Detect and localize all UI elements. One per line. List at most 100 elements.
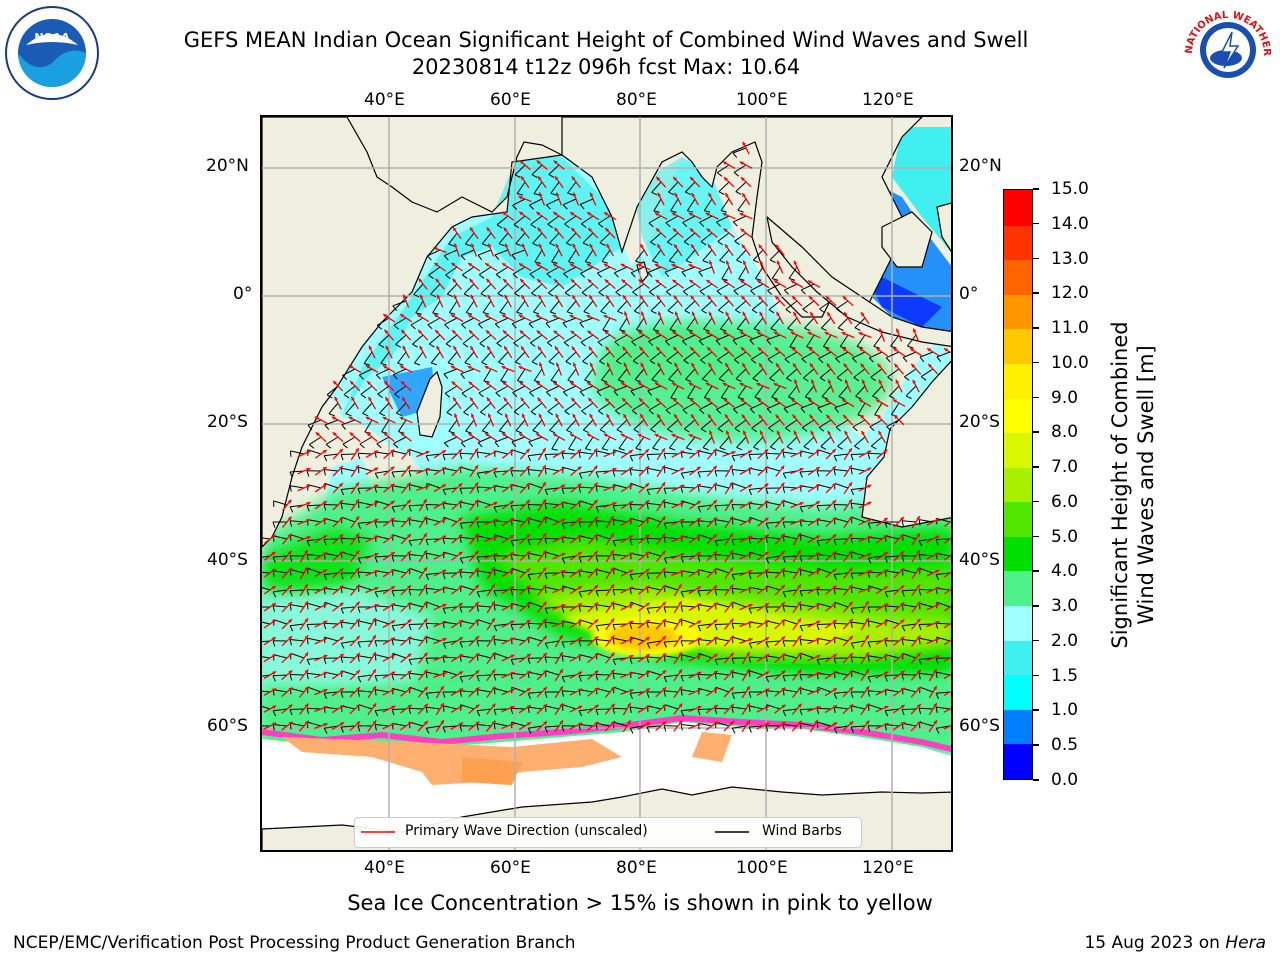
wind-barb — [442, 537, 458, 545]
wind-barb — [262, 555, 271, 558]
wind-barb — [375, 368, 390, 380]
wave-direction-arrow — [569, 636, 583, 646]
wind-barb — [716, 283, 730, 296]
wave-direction-arrow — [486, 583, 496, 597]
bottom-lon-label: 40°E — [364, 858, 405, 878]
wind-barb — [551, 436, 560, 451]
wind-barb — [459, 606, 474, 613]
wave-direction-arrow — [688, 722, 702, 730]
wave-direction-arrow — [689, 466, 701, 476]
wind-barb — [595, 520, 611, 527]
wind-barb — [738, 266, 747, 281]
wave-direction-arrow — [553, 227, 565, 239]
colorbar-tick-label: 15.0 — [1051, 179, 1089, 199]
wave-direction-arrow — [571, 294, 581, 308]
wind-barb — [476, 708, 492, 717]
wave-direction-arrow — [723, 669, 735, 681]
wave-direction-arrow — [367, 720, 377, 732]
wave-direction-arrow — [298, 720, 310, 732]
wind-barb — [513, 402, 526, 416]
wave-direction-arrow — [878, 379, 886, 393]
wind-barb — [867, 690, 883, 697]
wind-barb — [408, 589, 424, 596]
map-legend: Primary Wave Direction (unscaled) Wind B… — [354, 817, 862, 848]
colorbar-segment — [1004, 328, 1032, 364]
wave-direction-arrow — [824, 331, 838, 339]
wind-barb — [719, 436, 730, 451]
wave-direction-arrow — [842, 601, 854, 613]
wave-direction-arrow — [756, 602, 770, 612]
wave-direction-arrow — [486, 686, 496, 698]
wave-direction-arrow — [538, 413, 546, 427]
wave-direction-arrow — [910, 652, 922, 664]
wave-direction-arrow — [825, 568, 837, 578]
wave-direction-arrow — [350, 584, 360, 596]
wave-direction-arrow — [299, 652, 309, 664]
wind-barb — [481, 232, 492, 247]
wave-direction-arrow — [383, 432, 395, 442]
wave-direction-arrow — [537, 481, 547, 495]
wave-direction-arrow — [520, 227, 530, 239]
wind-barb — [460, 368, 475, 379]
wind-barb — [630, 266, 645, 278]
wind-barb — [561, 452, 577, 460]
wind-barb — [765, 606, 780, 613]
wind-barb — [735, 368, 747, 382]
wave-direction-arrow — [824, 619, 838, 629]
wind-barb — [597, 266, 611, 278]
wave-direction-arrow — [825, 347, 837, 357]
wind-barb — [562, 198, 577, 210]
wave-direction-arrow — [587, 618, 599, 630]
wave-direction-arrow — [433, 654, 447, 662]
wind-barb — [531, 283, 543, 297]
wave-direction-arrow — [519, 619, 531, 629]
wave-direction-arrow — [842, 652, 854, 664]
wind-barb — [804, 317, 815, 332]
wave-direction-arrow — [587, 550, 599, 562]
wind-barb — [754, 385, 764, 400]
colorbar-segment — [1004, 190, 1032, 226]
wave-direction-arrow — [892, 687, 906, 697]
wind-barb — [646, 502, 662, 510]
wind-barb — [323, 622, 339, 630]
wind-barb — [340, 725, 356, 733]
right-lat-label: 60°S — [959, 716, 1000, 736]
wind-barb — [357, 536, 373, 544]
wave-direction-arrow — [587, 278, 599, 290]
wave-direction-arrow — [656, 243, 666, 257]
wave-direction-arrow — [365, 552, 379, 560]
wind-barb — [359, 368, 373, 380]
footer-host: Hera — [1225, 933, 1266, 953]
wave-direction-arrow — [620, 552, 634, 560]
wave-direction-arrow — [807, 500, 821, 510]
wind-barb — [581, 283, 594, 297]
wind-barb — [936, 351, 951, 362]
wind-barb — [682, 283, 696, 296]
wave-direction-arrow — [926, 586, 940, 594]
wave-direction-arrow — [792, 635, 802, 647]
wave-direction-arrow — [893, 550, 905, 562]
wave-direction-arrow — [537, 515, 547, 529]
wind-barb — [563, 266, 577, 279]
wave-direction-arrow — [688, 637, 702, 645]
wind-barb — [822, 334, 832, 349]
footer-date-text: 15 Aug 2023 on — [1084, 933, 1226, 953]
wind-barb — [697, 485, 713, 492]
noaa-logo: NOAA — [4, 5, 100, 101]
wave-direction-arrow — [501, 705, 515, 713]
wind-barb — [598, 402, 611, 415]
wave-direction-arrow — [470, 413, 478, 427]
wave-direction-arrow — [790, 518, 804, 526]
wind-barb — [323, 504, 339, 511]
wind-barb — [697, 639, 713, 646]
wind-barb — [289, 708, 305, 716]
wind-barb — [630, 385, 645, 396]
wind-barb — [629, 622, 645, 630]
wave-direction-arrow — [807, 398, 821, 408]
wind-barb — [680, 724, 696, 731]
wave-direction-arrow — [723, 686, 735, 698]
map-panel[interactable] — [260, 115, 953, 852]
wind-barb — [529, 198, 543, 210]
wind-barb — [459, 555, 475, 564]
wave-direction-arrow — [843, 567, 853, 579]
